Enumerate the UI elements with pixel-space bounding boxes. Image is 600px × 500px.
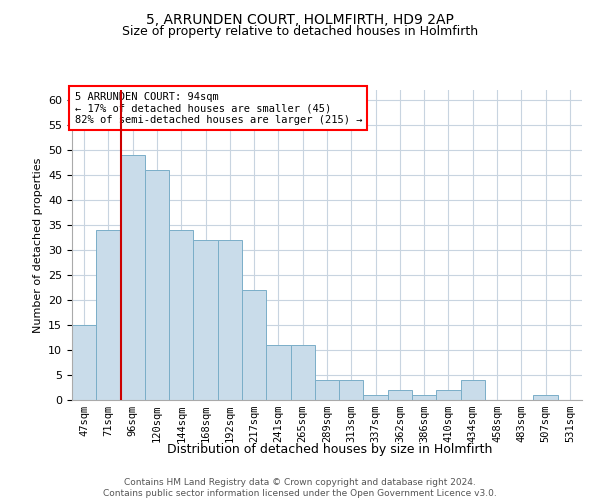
- Bar: [145, 170, 169, 400]
- Bar: [96, 230, 121, 400]
- Text: 5, ARRUNDEN COURT, HOLMFIRTH, HD9 2AP: 5, ARRUNDEN COURT, HOLMFIRTH, HD9 2AP: [146, 12, 454, 26]
- Bar: [364, 395, 388, 400]
- Bar: [412, 395, 436, 400]
- Bar: [315, 380, 339, 400]
- Text: Size of property relative to detached houses in Holmfirth: Size of property relative to detached ho…: [122, 25, 478, 38]
- Bar: [290, 345, 315, 400]
- Y-axis label: Number of detached properties: Number of detached properties: [32, 158, 43, 332]
- Bar: [533, 395, 558, 400]
- Bar: [121, 155, 145, 400]
- Bar: [266, 345, 290, 400]
- Text: 5 ARRUNDEN COURT: 94sqm
← 17% of detached houses are smaller (45)
82% of semi-de: 5 ARRUNDEN COURT: 94sqm ← 17% of detache…: [74, 92, 362, 124]
- Bar: [388, 390, 412, 400]
- Bar: [461, 380, 485, 400]
- Bar: [339, 380, 364, 400]
- Text: Distribution of detached houses by size in Holmfirth: Distribution of detached houses by size …: [167, 442, 493, 456]
- Bar: [242, 290, 266, 400]
- Bar: [169, 230, 193, 400]
- Bar: [436, 390, 461, 400]
- Bar: [193, 240, 218, 400]
- Text: Contains HM Land Registry data © Crown copyright and database right 2024.
Contai: Contains HM Land Registry data © Crown c…: [103, 478, 497, 498]
- Bar: [218, 240, 242, 400]
- Bar: [72, 325, 96, 400]
